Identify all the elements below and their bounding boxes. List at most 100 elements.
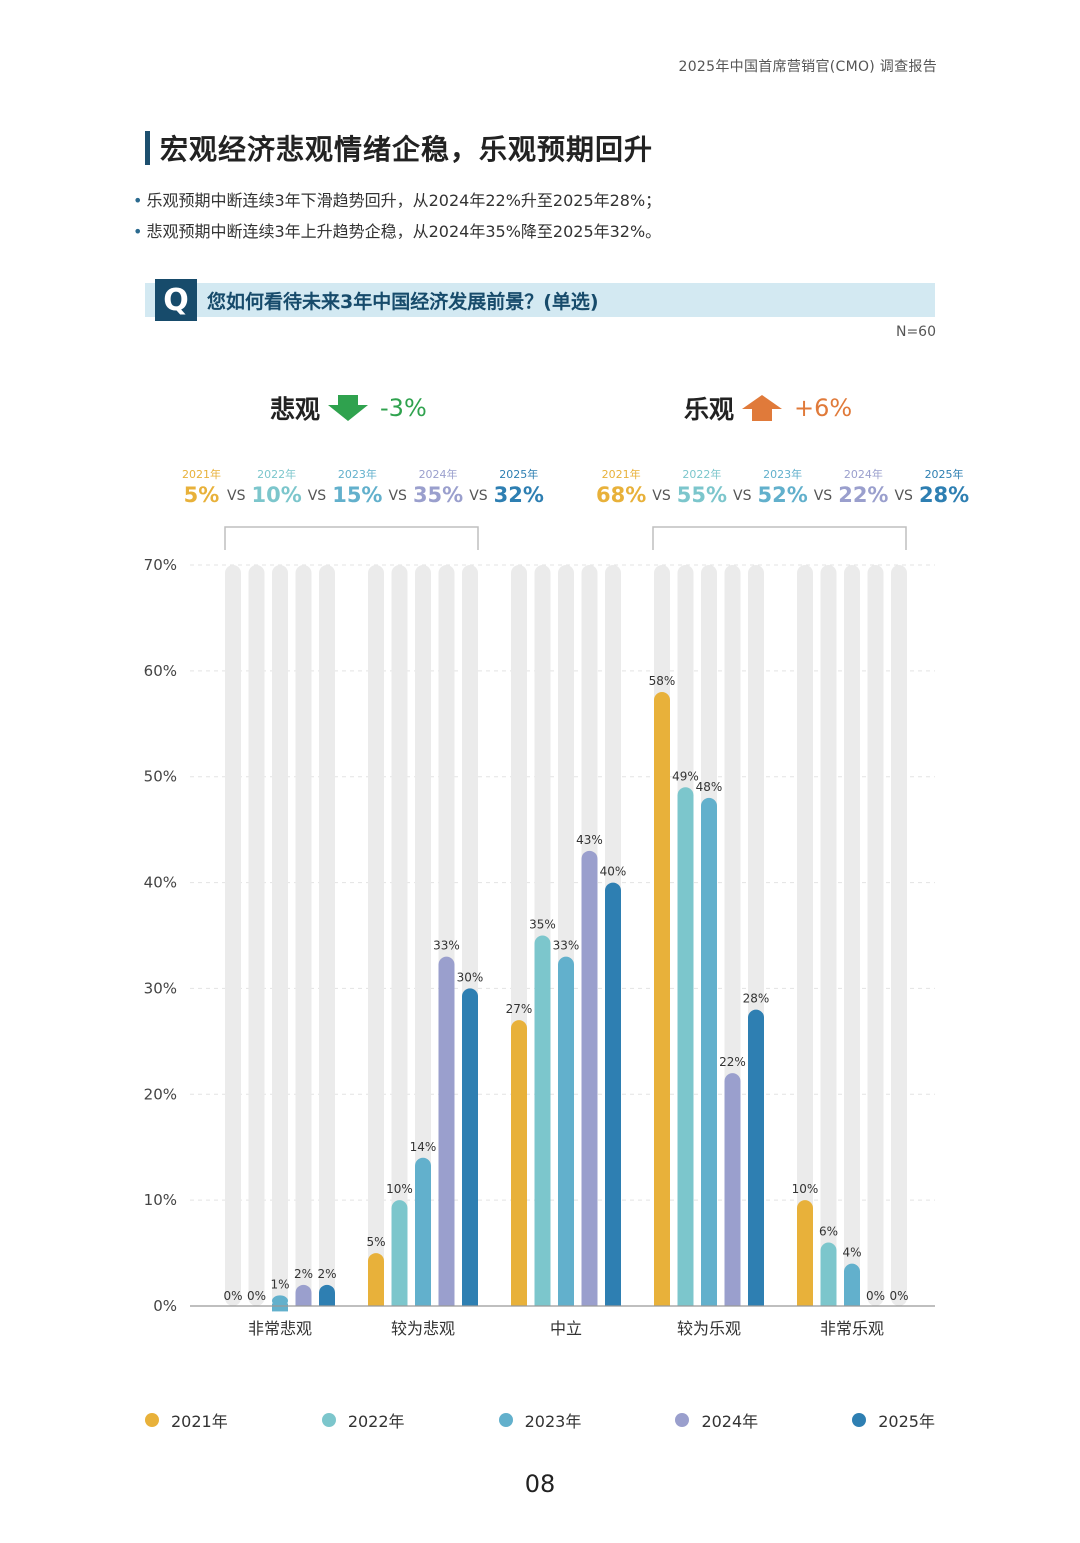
pessimistic-summary-heading: 悲观 -3% [270, 390, 427, 426]
cmp-value: 10% [251, 483, 302, 507]
cmp-item: 2023年 52% [757, 466, 807, 507]
bar-base [368, 1298, 384, 1306]
cmp-value: 22% [838, 483, 889, 507]
bar-base [748, 1298, 764, 1306]
optimistic-comparison: 2021年 68% VS 2022年 55% VS 2023年 52% VS 2024… [596, 466, 969, 507]
vs-label: VS [307, 488, 327, 504]
vs-label: VS [652, 488, 671, 504]
section-title-text: 宏观经济悲观情绪企稳，乐观预期回升 [160, 133, 654, 166]
data-label: 27% [506, 1002, 533, 1016]
bar-chart: 0% 10% 20% 30% 40% 50% 60% 70% 0% 0% 1% 2% 2% 非常悲观 5% 1… [144, 526, 935, 1338]
data-label: 2% [317, 1267, 336, 1281]
bar-2022年 [677, 787, 694, 1306]
data-label: 49% [672, 769, 699, 783]
bar-2023年 [701, 797, 717, 1306]
optimistic-change: +6% [794, 394, 853, 422]
cmp-year: 2021年 [182, 468, 221, 481]
legend-swatch [145, 1413, 159, 1427]
section-title: 宏观经济悲观情绪企稳，乐观预期回升 [145, 128, 653, 168]
cmp-item: 2025年 28% [919, 466, 969, 507]
bar-track [272, 565, 288, 1306]
cmp-year: 2024年 [843, 468, 883, 481]
legend-item-2025: 2025年 [852, 1408, 935, 1432]
question-text: 您如何看待未来3年中国经济发展前景？(单选) [207, 291, 599, 313]
down-arrow-icon [328, 395, 369, 421]
bar-track [248, 565, 265, 1306]
bullet-item: • 悲观预期中断连续3年上升趋势企稳，从2024年35%降至2025年32%。 [133, 220, 661, 251]
bar-base [797, 1298, 813, 1306]
data-label: 28% [743, 992, 770, 1006]
bar-base [724, 1298, 741, 1306]
legend-swatch [321, 1413, 336, 1427]
legend-swatch [675, 1413, 690, 1427]
bar-track [225, 565, 241, 1306]
legend-label: 2022年 [347, 1412, 405, 1431]
data-label: 5% [366, 1235, 385, 1249]
bar-base [462, 1298, 478, 1306]
vs-label: VS [388, 488, 407, 504]
bullet-list: • 乐观预期中断连续3年下滑趋势回升，从2024年22%升至2025年28%； •… [133, 189, 661, 251]
cmp-value: 28% [918, 483, 970, 507]
data-label: 58% [649, 674, 676, 688]
data-label: 22% [719, 1055, 746, 1069]
cmp-item: 2022年 10% [251, 466, 301, 507]
cmp-value: 32% [493, 483, 544, 507]
bar-track [319, 565, 335, 1306]
legend-swatch [498, 1413, 513, 1427]
bar-base [319, 1298, 335, 1306]
bar-base [701, 1298, 717, 1306]
bar-2022年 [534, 935, 551, 1306]
data-label: 0% [247, 1289, 266, 1303]
bar-2022年 [820, 1242, 837, 1306]
cmp-value: 68% [596, 483, 647, 507]
bar-base [511, 1298, 527, 1306]
bullet-item: • 乐观预期中断连续3年下滑趋势回升，从2024年22%升至2025年28%； [133, 189, 661, 220]
data-label: 48% [696, 780, 723, 794]
pessimistic-change: -3% [380, 394, 427, 422]
cmp-value: 55% [676, 483, 727, 507]
question-banner: Q 您如何看待未来3年中国经济发展前景？(单选) [145, 279, 935, 321]
legend-label: 2023年 [524, 1412, 582, 1431]
bar-2023年 [558, 956, 574, 1306]
data-label: 30% [457, 970, 484, 984]
cmp-year: 2025年 [924, 468, 964, 481]
bar-2021年 [511, 1020, 527, 1306]
bar-base [654, 1298, 670, 1306]
bar-base [677, 1298, 694, 1306]
data-label: 1% [270, 1277, 289, 1291]
data-label: 14% [410, 1140, 437, 1154]
report-title: 2025年中国首席营销官(CMO) 调查报告 [678, 59, 937, 75]
title-accent-bar [145, 131, 150, 165]
cmp-year: 2025年 [499, 468, 539, 481]
data-label: 6% [819, 1224, 838, 1238]
bar-2021年 [654, 692, 670, 1306]
optimistic-label: 乐观 [684, 395, 735, 424]
bar-base [295, 1298, 312, 1306]
chart-legend: 2021年 2022年 2023年 2024年 2025年 [145, 1408, 935, 1432]
bar-base [438, 1298, 455, 1306]
bullet-text: 悲观预期中断连续3年上升趋势企稳，从2024年35%降至2025年32%。 [146, 222, 662, 241]
bar-track [368, 565, 384, 1306]
cmp-year: 2022年 [682, 468, 722, 481]
bar-2025年 [605, 882, 621, 1306]
cmp-item: 2023年 15% [332, 466, 382, 507]
x-category-label: 较为悲观 [391, 1319, 455, 1338]
data-label: 35% [529, 918, 556, 932]
bar-base [272, 1303, 288, 1312]
bar-base [820, 1298, 837, 1306]
page-number: 08 [524, 1470, 556, 1498]
bar-base [558, 1298, 574, 1306]
legend-label: 2021年 [171, 1412, 228, 1431]
bar-base [844, 1298, 860, 1306]
vs-label: VS [733, 488, 752, 504]
bar-track [820, 565, 837, 1306]
bar-track [797, 565, 813, 1306]
cmp-year: 2024年 [418, 468, 458, 481]
question-q-icon: Q [155, 279, 197, 321]
bar-track [844, 565, 860, 1306]
legend-label: 2024年 [701, 1412, 759, 1431]
cmp-item: 2021年 68% [596, 466, 646, 507]
cmp-item: 2025年 32% [494, 466, 544, 507]
legend-item-2022: 2022年 [321, 1408, 405, 1432]
data-label: 33% [433, 939, 460, 953]
